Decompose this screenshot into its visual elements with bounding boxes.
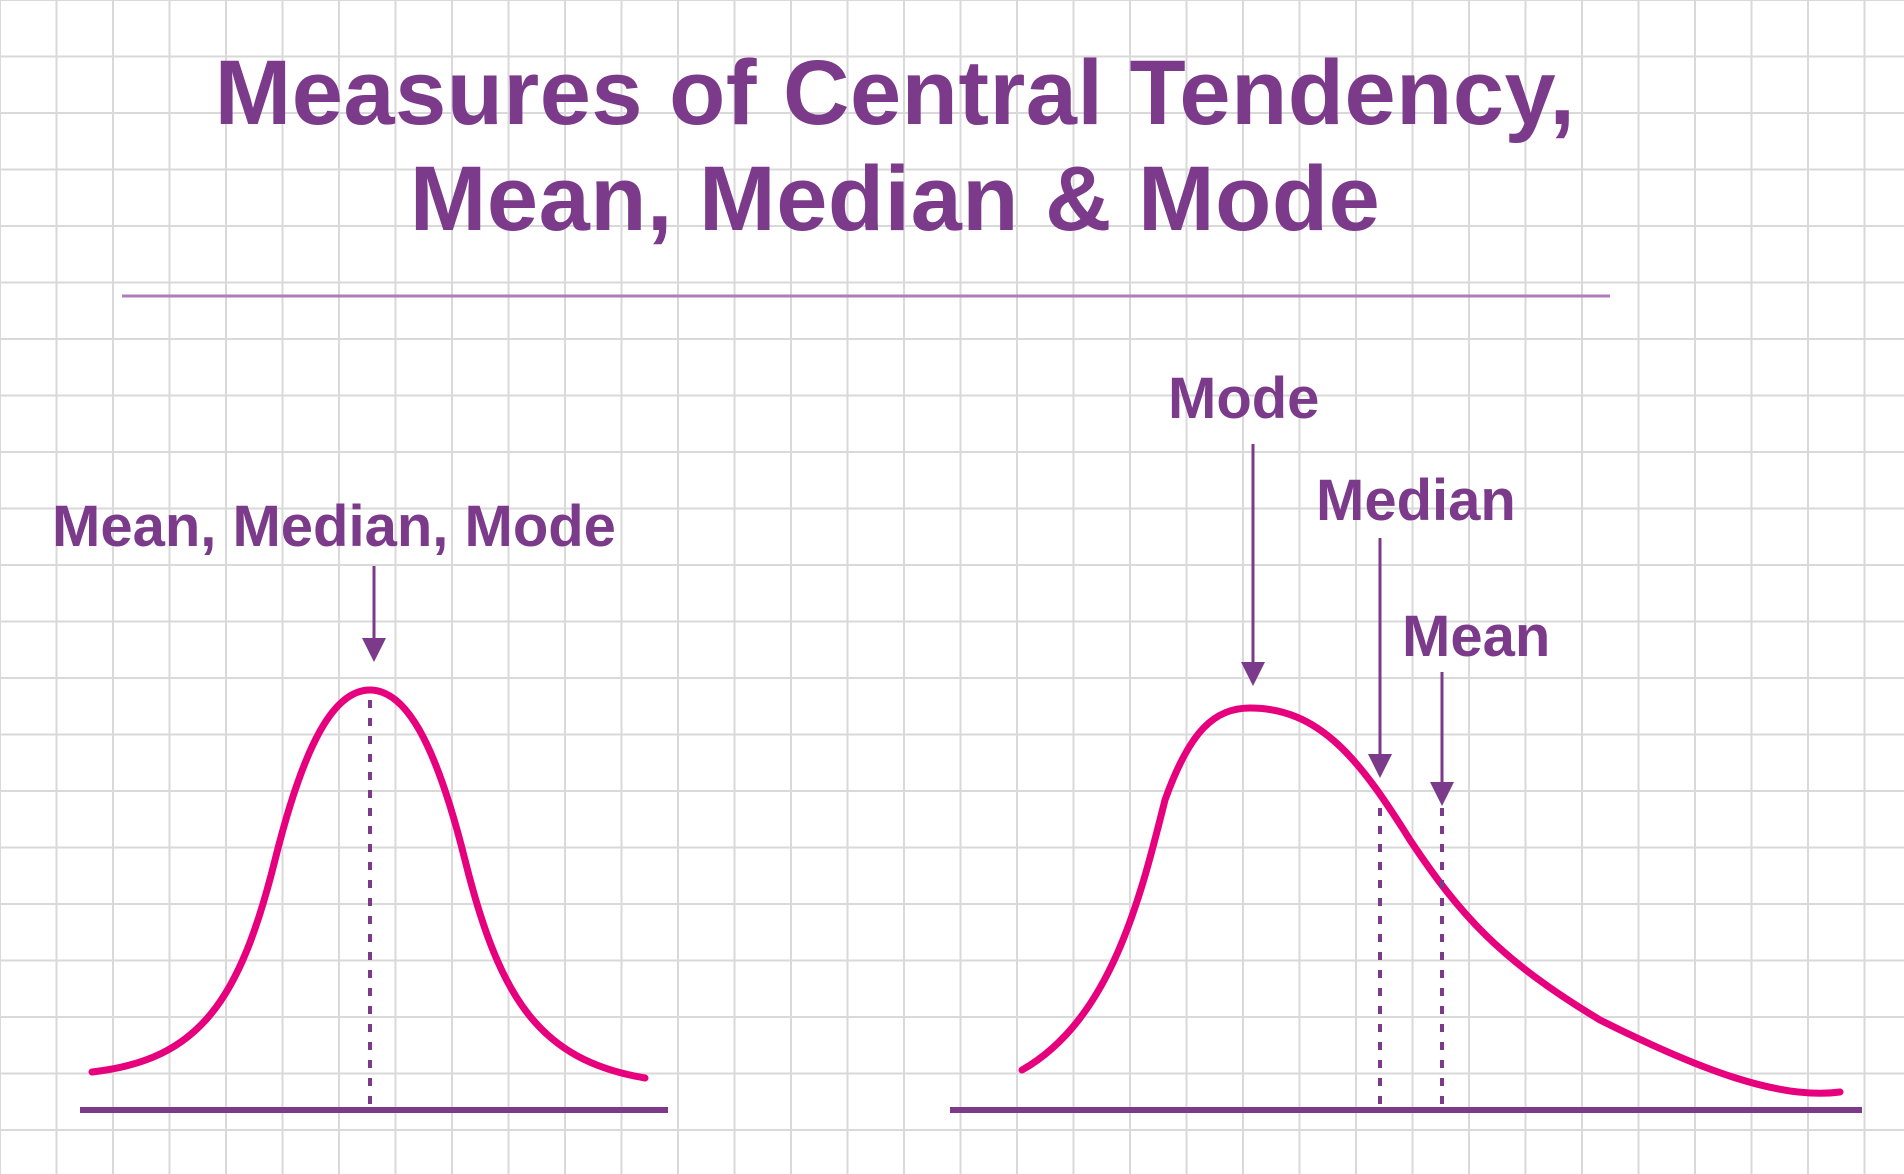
- skewed-distribution: Mode Median Mean: [950, 366, 1862, 1113]
- symmetric-distribution: Mean, Median, Mode: [52, 494, 668, 1113]
- skewed-curve: [1018, 704, 1844, 1097]
- mode-label: Mode: [1168, 366, 1319, 431]
- mean-label: Mean: [1402, 604, 1550, 669]
- title-line-2: Mean, Median & Mode: [409, 148, 1381, 250]
- median-label: Median: [1316, 468, 1516, 533]
- diagram-title: Measures of Central Tendency, Mean, Medi…: [0, 40, 1790, 252]
- symmetric-mean-median-mode-label: Mean, Median, Mode: [52, 494, 616, 559]
- title-line-1: Measures of Central Tendency,: [214, 42, 1576, 144]
- symmetric-bell-curve: [88, 686, 649, 1082]
